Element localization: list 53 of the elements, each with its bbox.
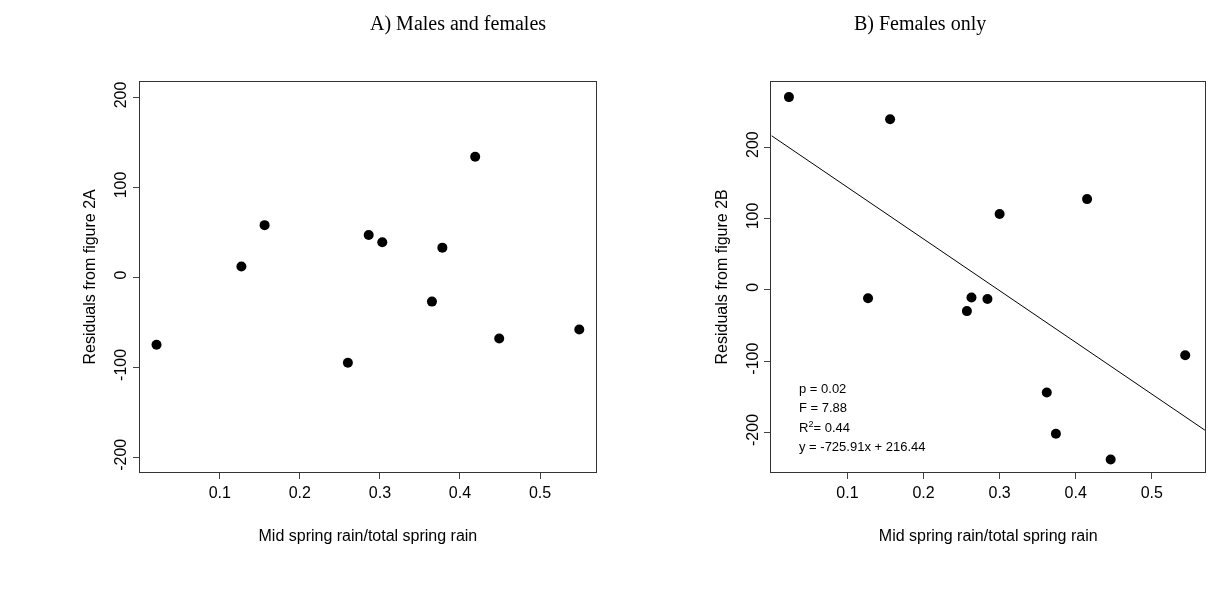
point bbox=[574, 324, 585, 335]
point bbox=[1082, 194, 1093, 205]
y-tick-label: -100 bbox=[744, 342, 762, 375]
point bbox=[863, 293, 874, 304]
point bbox=[1105, 454, 1116, 465]
x-tick-label: 0.1 bbox=[208, 483, 231, 501]
point bbox=[1041, 387, 1052, 398]
point bbox=[470, 151, 481, 162]
point bbox=[982, 293, 993, 304]
x-tick-label: 0.5 bbox=[1140, 483, 1163, 501]
point bbox=[236, 261, 247, 272]
x-tick-label: 0.3 bbox=[368, 483, 392, 501]
point bbox=[437, 242, 448, 253]
x-tick-label: 0.5 bbox=[528, 483, 552, 501]
y-tick-label: 0 bbox=[112, 270, 130, 280]
point bbox=[994, 209, 1005, 220]
point bbox=[494, 333, 505, 344]
chart-title: B) Females only bbox=[854, 12, 987, 35]
y-tick-label: -100 bbox=[112, 348, 130, 381]
chart-title: A) Males and females bbox=[370, 12, 547, 35]
point bbox=[363, 230, 374, 241]
x-tick-label: 0.2 bbox=[288, 483, 312, 501]
x-tick-label: 0.3 bbox=[988, 483, 1011, 501]
point bbox=[966, 292, 977, 303]
x-tick-label: 0.4 bbox=[448, 483, 472, 501]
x-tick-label: 0.2 bbox=[912, 483, 935, 501]
x-axis-title: Mid spring rain/total spring rain bbox=[878, 527, 1098, 545]
x-tick-label: 0.1 bbox=[836, 483, 859, 501]
annotation: F = 7.88 bbox=[799, 400, 848, 415]
y-tick-label: 0 bbox=[744, 282, 762, 292]
point bbox=[259, 220, 270, 231]
y-tick-label: 200 bbox=[744, 131, 762, 158]
annotation: p = 0.02 bbox=[799, 381, 847, 396]
x-axis-title: Mid spring rain/total spring rain bbox=[258, 527, 478, 545]
point bbox=[961, 306, 972, 317]
y-tick-label: 100 bbox=[744, 202, 762, 230]
point bbox=[426, 296, 437, 307]
annotation: R$^{2}$= 0.44 bbox=[799, 419, 850, 436]
y-tick-label: 100 bbox=[112, 171, 130, 199]
point bbox=[377, 237, 388, 248]
point bbox=[342, 357, 353, 368]
y-tick-label: -200 bbox=[112, 438, 130, 471]
y-tick-label: 200 bbox=[112, 81, 130, 109]
point bbox=[1180, 350, 1191, 361]
y-tick-label: -200 bbox=[744, 413, 762, 446]
y-axis-title: Residuals from figure 2A bbox=[81, 188, 99, 365]
point bbox=[151, 339, 162, 350]
annotation: y = -725.91x + 216.44 bbox=[799, 439, 926, 454]
point bbox=[885, 114, 896, 125]
y-axis-title: Residuals from figure 2B bbox=[712, 189, 730, 365]
x-tick-label: 0.4 bbox=[1064, 483, 1087, 501]
point bbox=[783, 92, 794, 103]
point bbox=[1050, 428, 1061, 439]
